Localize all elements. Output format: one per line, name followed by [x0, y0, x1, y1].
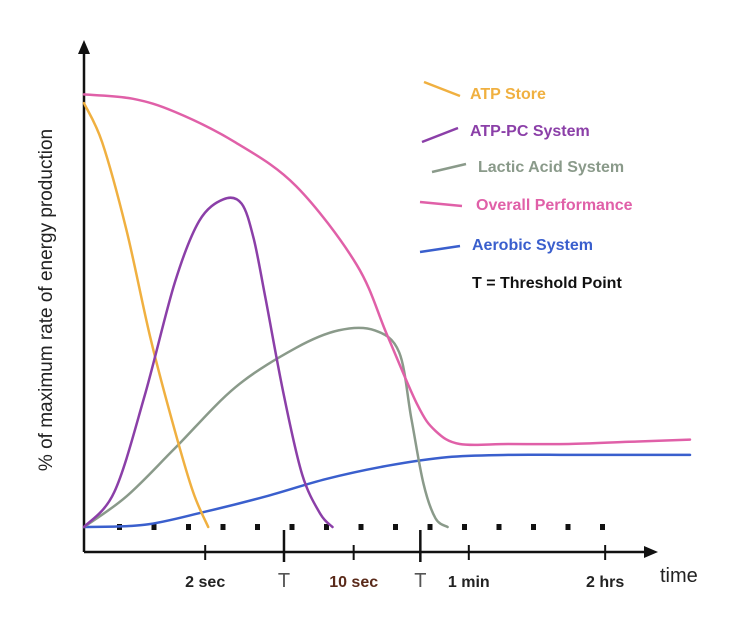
- y-axis-arrow-icon: [78, 40, 90, 54]
- time-dot: [358, 524, 364, 530]
- legend-swatch: [419, 200, 463, 208]
- legend-swatch: [431, 162, 467, 174]
- x-tick-label: 2 hrs: [586, 574, 624, 591]
- legend-swatch: [423, 80, 461, 98]
- x-axis-title: time: [660, 565, 698, 587]
- threshold-label: T: [278, 570, 290, 592]
- time-dot: [462, 524, 467, 530]
- x-tick-label: 10 sec: [329, 574, 378, 591]
- time-dots: [117, 524, 605, 530]
- legend-label: Aerobic System: [472, 237, 593, 254]
- time-dot: [220, 524, 226, 530]
- time-dot: [255, 524, 260, 530]
- series-line-atp-pc-system: [82, 196, 334, 529]
- x-tick-label: 1 min: [448, 574, 490, 591]
- time-dot: [427, 524, 433, 530]
- legend-label: ATP Store: [470, 86, 546, 103]
- time-dot: [496, 524, 502, 530]
- series-line-lactic-acid-system: [82, 326, 449, 529]
- series-lines: [82, 93, 692, 529]
- legend-label: Overall Performance: [476, 197, 633, 214]
- time-dot: [600, 524, 605, 530]
- legend-swatch: [421, 126, 459, 144]
- legend: ATP Store ATP-PC System Lactic Acid System…: [419, 80, 633, 292]
- x-tick-label: 2 sec: [185, 574, 225, 591]
- series-line-atp-store: [82, 101, 210, 529]
- time-dot: [565, 524, 571, 530]
- time-dot: [393, 524, 398, 530]
- time-dot: [186, 524, 191, 530]
- series-line-aerobic-system: [82, 453, 692, 529]
- x-ticks: 2 sec 10 sec 1 min 2 hrs T T: [185, 530, 624, 592]
- x-axis-arrow-icon: [644, 546, 658, 558]
- time-dot: [531, 524, 536, 530]
- legend-threshold-note: T = Threshold Point: [472, 275, 622, 292]
- time-dot: [324, 524, 329, 530]
- threshold-label: T: [414, 570, 426, 592]
- legend-label: Lactic Acid System: [478, 159, 624, 176]
- y-axis-label: % of maximum rate of energy production: [36, 129, 57, 471]
- legend-swatch: [419, 244, 461, 254]
- time-dot: [289, 524, 295, 530]
- series-line-overall-performance: [82, 93, 692, 447]
- legend-label: ATP-PC System: [470, 123, 590, 140]
- time-dot: [151, 524, 157, 530]
